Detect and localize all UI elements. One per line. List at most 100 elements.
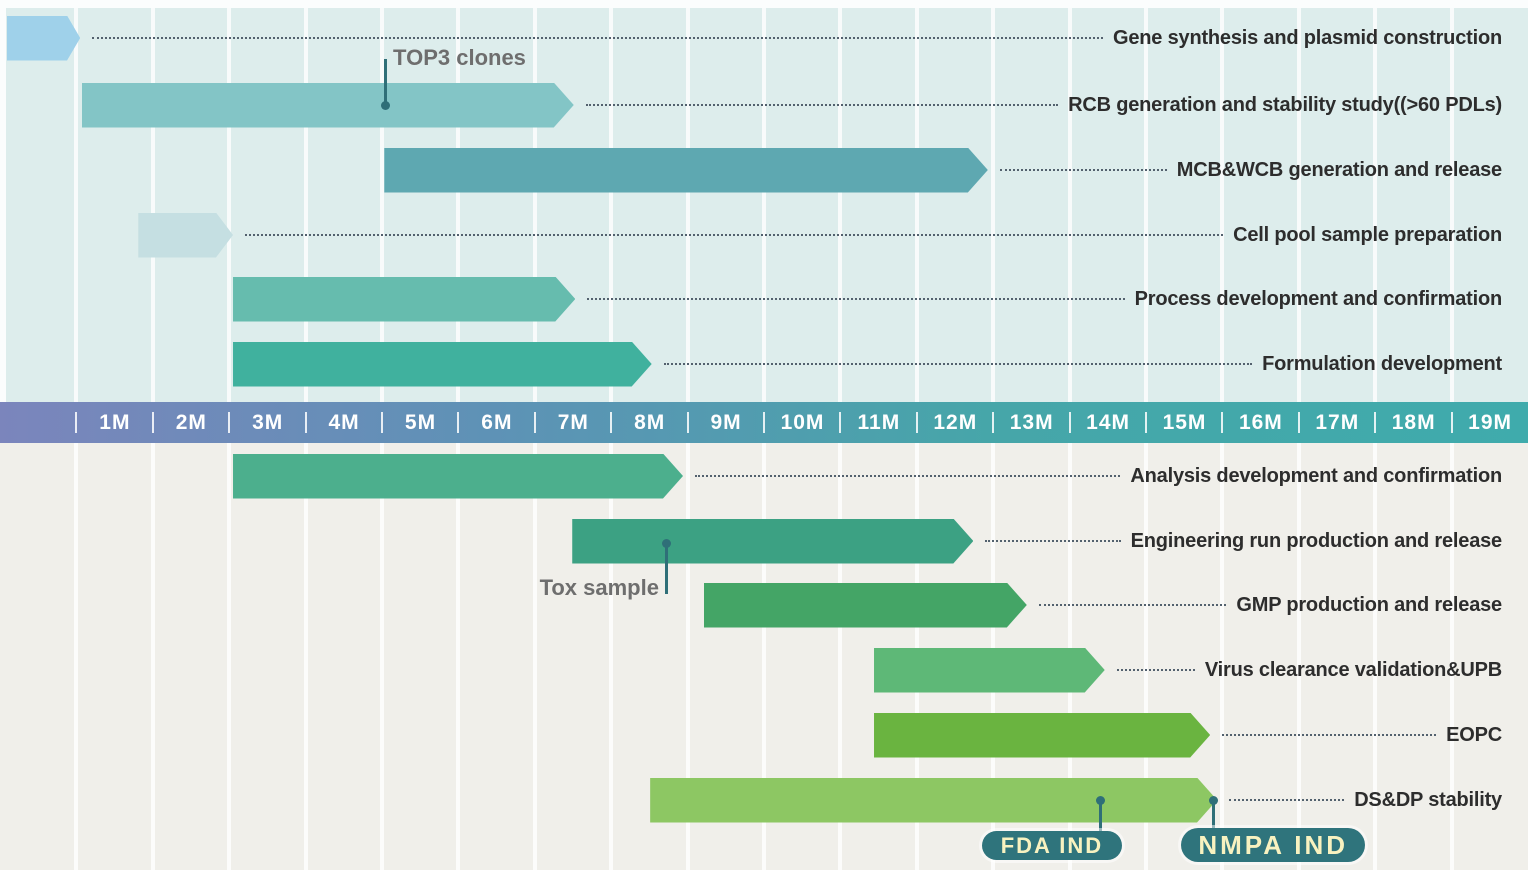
leader-dotted-line: [695, 475, 1121, 477]
task-bar-gene-synthesis: [7, 16, 80, 61]
task-leader-row: Formulation development: [663, 350, 1502, 378]
task-label-dsdp-stability: DS&DP stability: [1354, 788, 1502, 811]
axis-tick: [992, 412, 995, 433]
leader-dotted-line: [1222, 734, 1437, 736]
leader-dotted-line: [245, 234, 1224, 236]
milestone-badge-fda-ind: FDA IND: [981, 831, 1122, 860]
leader-dotted-line: [985, 540, 1121, 542]
task-bar-engineering-run: [572, 519, 973, 564]
task-label-process-dev: Process development and confirmation: [1134, 287, 1503, 310]
task-bar-gmp-production: [704, 583, 1027, 628]
leader-dotted-line: [92, 37, 1104, 39]
axis-tick: [1221, 412, 1224, 433]
milestone-dot-nmpa-ind: [1208, 795, 1218, 805]
axis-month-label: 6M: [481, 411, 513, 434]
leader-dotted-line: [663, 363, 1253, 365]
task-label-rcb-generation: RCB generation and stability study((>60 …: [1068, 93, 1502, 116]
axis-tick: [304, 412, 307, 433]
axis-month-label: 4M: [328, 411, 360, 434]
task-leader-row: Gene synthesis and plasmid construction: [92, 24, 1502, 52]
axis-month-label: 5M: [404, 411, 437, 434]
axis-tick: [1374, 412, 1377, 433]
task-leader-row: Virus clearance validation&UPB: [1116, 656, 1502, 684]
task-bar-cell-pool: [138, 213, 233, 258]
axis-month-label: 9M: [710, 411, 742, 434]
task-bar-process-dev: [233, 277, 575, 322]
task-bar-dsdp-stability: [650, 778, 1217, 823]
axis-tick: [1450, 412, 1453, 433]
milestone-label-tox-sample: Tox sample: [539, 575, 659, 600]
task-leader-row: Analysis development and confirmation: [695, 462, 1502, 490]
task-leader-row: Cell pool sample preparation: [245, 221, 1502, 249]
milestone-line-nmpa-ind: [1211, 800, 1215, 832]
milestone-label-top3-clones: TOP3 clones: [393, 45, 526, 70]
task-leader-row: GMP production and release: [1038, 591, 1502, 619]
axis-tick: [457, 412, 460, 433]
task-leader-row: DS&DP stability: [1229, 786, 1502, 814]
leader-dotted-line: [1038, 604, 1227, 606]
task-label-formulation-dev: Formulation development: [1262, 352, 1502, 375]
task-label-gene-synthesis: Gene synthesis and plasmid construction: [1113, 26, 1502, 49]
axis-tick: [610, 412, 613, 433]
axis-month-label: 10M: [780, 411, 825, 434]
axis-month-label: 7M: [557, 411, 589, 434]
axis-month-label: 8M: [634, 411, 666, 434]
axis-month-label: 3M: [252, 411, 284, 434]
milestone-dot-tox-sample: [662, 538, 672, 548]
milestone-badge-label-fda-ind: FDA IND: [1000, 832, 1104, 858]
milestone-badge-label-nmpa-ind: NMPA IND: [1198, 829, 1349, 860]
axis-tick: [763, 412, 765, 433]
leader-dotted-line: [1116, 669, 1195, 671]
milestone-dot-top3-clones: [380, 100, 390, 110]
axis-month-label: 17M: [1315, 411, 1360, 434]
task-bar-virus-clearance: [874, 648, 1105, 693]
milestone-badge-nmpa-ind: NMPA IND: [1181, 828, 1366, 862]
axis-tick: [151, 412, 154, 433]
axis-month-label: 11M: [857, 411, 901, 434]
axis-month-label: 18M: [1391, 411, 1436, 434]
leader-dotted-line: [587, 298, 1125, 300]
axis-tick: [381, 412, 383, 433]
leader-dotted-line: [1229, 799, 1345, 801]
axis-tick: [915, 412, 918, 433]
leader-dotted-line: [999, 169, 1167, 171]
task-label-engineering-run: Engineering run production and release: [1130, 529, 1503, 552]
task-leader-row: EOPC: [1222, 721, 1502, 749]
axis-month-label: 14M: [1086, 411, 1131, 434]
axis-tick: [75, 412, 78, 433]
task-label-analysis-dev: Analysis development and confirmation: [1130, 464, 1502, 487]
task-leader-row: RCB generation and stability study((>60 …: [585, 91, 1502, 119]
axis-tick: [228, 412, 231, 433]
task-bar-analysis-dev: [233, 454, 683, 499]
milestone-dot-fda-ind: [1096, 795, 1106, 805]
task-bar-eopc: [874, 713, 1210, 758]
task-label-gmp-production: GMP production and release: [1236, 593, 1502, 616]
axis-tick: [533, 412, 536, 433]
task-label-cell-pool: Cell pool sample preparation: [1233, 223, 1502, 246]
axis-month-label: 12M: [933, 411, 978, 434]
top-edge-margin: [0, 0, 1528, 8]
axis-month-label: 15M: [1162, 411, 1207, 434]
task-bar-mcb-wcb: [384, 148, 988, 193]
task-bar-formulation-dev: [233, 342, 652, 387]
axis-month-label: 19M: [1468, 411, 1513, 434]
task-bar-rcb-generation: [82, 83, 574, 128]
task-label-mcb-wcb: MCB&WCB generation and release: [1176, 158, 1502, 181]
task-label-eopc: EOPC: [1446, 723, 1502, 746]
axis-tick: [1145, 412, 1147, 433]
axis-tick: [839, 412, 842, 433]
task-leader-row: Process development and confirmation: [587, 285, 1502, 313]
milestone-line-fda-ind: [1099, 800, 1103, 832]
axis-month-label: 13M: [1009, 411, 1054, 434]
left-edge-margin: [0, 0, 6, 402]
axis-tick: [1297, 412, 1300, 433]
leader-dotted-line: [585, 104, 1059, 106]
axis-month-label: 16M: [1238, 411, 1283, 434]
milestone-line-top3-clones: [383, 59, 387, 105]
task-label-virus-clearance: Virus clearance validation&UPB: [1204, 658, 1502, 681]
axis-tick: [686, 412, 689, 433]
axis-month-label: 2M: [175, 411, 207, 434]
task-leader-row: MCB&WCB generation and release: [999, 156, 1502, 184]
axis-tick: [1068, 412, 1071, 433]
